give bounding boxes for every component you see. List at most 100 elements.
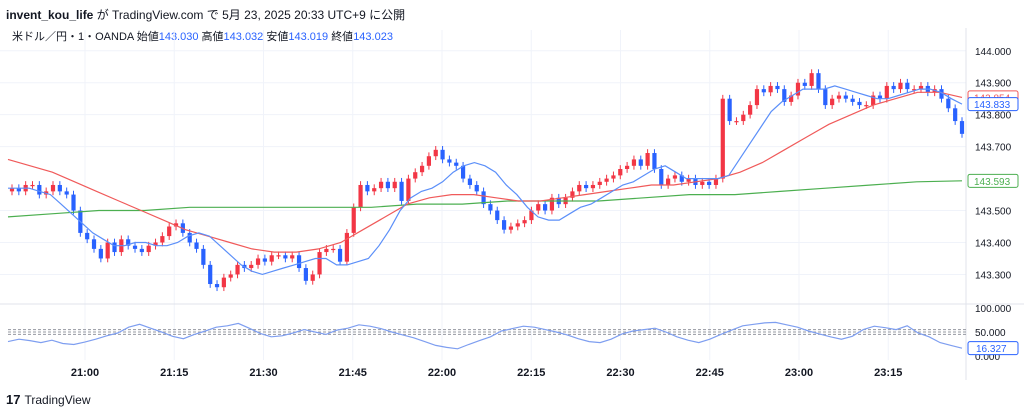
candle-body (877, 95, 883, 99)
price-badge (967, 97, 1019, 112)
site-name[interactable]: TradingView.com (112, 8, 204, 22)
candle-body (850, 98, 855, 102)
candle-body (214, 284, 220, 288)
candle-body (672, 175, 678, 179)
candle-body (823, 89, 828, 106)
candle-body (611, 175, 616, 179)
candle-body (775, 85, 780, 90)
candle-body (167, 226, 172, 237)
header-text-2: で 5月 23, 2025 20:33 UTC+9 に公開 (203, 8, 406, 22)
candle-body (645, 153, 650, 166)
candle-body (918, 85, 924, 90)
candle-body (727, 98, 732, 122)
candle-body (262, 258, 267, 262)
candle-body (201, 248, 206, 265)
price-tick-label: 143.900 (975, 79, 1012, 90)
candle-body (85, 232, 90, 240)
candle-body (912, 89, 917, 91)
price-badge-label: 143.593 (974, 177, 1011, 188)
time-tick-label: 21:15 (160, 367, 188, 379)
time-tick-label: 23:00 (785, 367, 813, 379)
candle-body (64, 191, 69, 195)
candle-body (597, 181, 602, 185)
candle-body (187, 232, 192, 243)
price-badge (967, 173, 1019, 188)
footer: 17 TradingView (6, 392, 91, 407)
time-tick-label: 22:00 (428, 367, 456, 379)
brand-name: TradingView (24, 393, 91, 407)
candle-body (474, 184, 479, 192)
candle-body (16, 188, 21, 192)
candle-body (228, 274, 233, 278)
price-tick-label: 143.300 (975, 270, 1012, 281)
time-tick-label: 22:45 (696, 367, 724, 379)
close-label: 終値 (331, 31, 354, 43)
candle-body (871, 95, 876, 106)
low-value: 143.019 (288, 31, 329, 43)
candle-body (269, 255, 274, 262)
open-label: 始値 (136, 31, 159, 43)
candle-body (283, 255, 288, 259)
symbol-legend: 米ドル／円・1・OANDA 始値143.030 高値143.032 安値143.… (12, 28, 393, 44)
candle-body (768, 85, 773, 93)
time-tick-label: 22:30 (606, 367, 634, 379)
candle-body (857, 101, 862, 106)
candle-body (132, 245, 138, 249)
candle-body (495, 210, 500, 221)
candle-body (884, 85, 889, 99)
candle-body (713, 178, 719, 185)
candle-body (372, 188, 377, 192)
author-name[interactable]: invent_kou_life (6, 8, 94, 22)
candle-body (296, 255, 302, 269)
ma-slow-line (7, 91, 963, 253)
tradingview-logo-icon[interactable]: 17 (6, 392, 21, 407)
candle-body (419, 165, 425, 173)
candle-body (830, 98, 835, 106)
price-tick-label: 143.700 (975, 143, 1012, 154)
candle-body (139, 248, 144, 253)
candle-body (549, 197, 555, 211)
candle-body (707, 181, 712, 185)
candle-body (481, 191, 486, 205)
candle-body (577, 184, 582, 192)
candle-body (515, 223, 520, 227)
candle-body (310, 274, 315, 281)
candle-body (221, 277, 226, 288)
candle-body (536, 204, 541, 211)
time-tick-label: 22:15 (517, 367, 545, 379)
candle-body (406, 178, 411, 201)
candle-body (50, 184, 56, 192)
time-tick-label: 23:15 (874, 367, 902, 379)
candle-body (91, 239, 97, 249)
symbol-name[interactable]: 米ドル／円・1・OANDA (12, 31, 134, 43)
header-text-1: が (93, 8, 113, 22)
rsi-tick-label: 0.000 (975, 352, 1000, 363)
ma-fast-line (8, 85, 963, 276)
candle-body (939, 89, 944, 99)
candle-body (898, 82, 903, 90)
candle-body (235, 264, 240, 275)
candle-body (324, 248, 329, 253)
high-value: 143.032 (223, 31, 264, 43)
candle-body (71, 194, 76, 211)
candle-body (625, 165, 630, 169)
candle-body (652, 153, 657, 169)
candle-body (317, 252, 322, 275)
candle-body (126, 239, 131, 246)
candle-body (467, 178, 473, 185)
candle-body (30, 184, 35, 187)
candle-body (570, 191, 575, 198)
candle-body (337, 248, 343, 262)
candle-body (843, 95, 848, 99)
price-badge-label: 143.833 (974, 100, 1011, 111)
candle-body (748, 105, 753, 115)
candle-body (399, 181, 404, 201)
candle-body (905, 82, 910, 90)
candle-body (686, 178, 691, 182)
candle-body (802, 82, 807, 86)
candle-body (618, 169, 623, 176)
candle-body (344, 232, 349, 262)
candle-body (358, 184, 363, 208)
candle-body (590, 184, 596, 189)
